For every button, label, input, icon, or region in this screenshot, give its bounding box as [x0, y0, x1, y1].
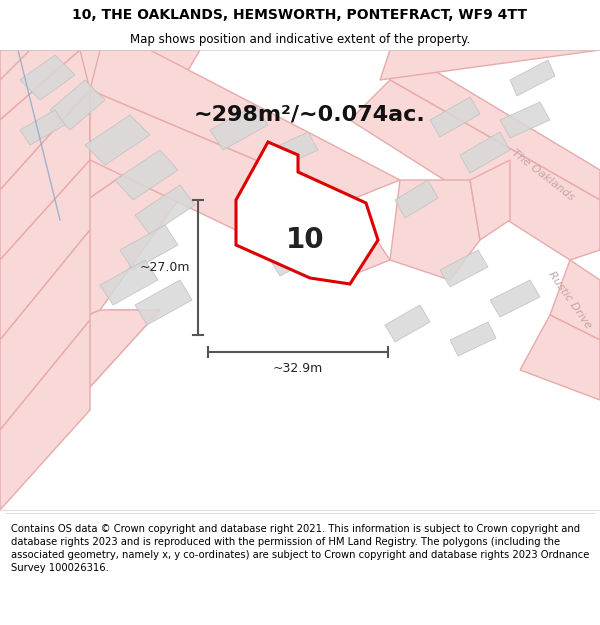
Polygon shape [50, 80, 105, 130]
Polygon shape [135, 280, 192, 325]
Polygon shape [0, 50, 200, 260]
Text: 10: 10 [286, 226, 325, 254]
Polygon shape [0, 230, 90, 430]
Polygon shape [490, 280, 540, 317]
Text: Contains OS data © Crown copyright and database right 2021. This information is : Contains OS data © Crown copyright and d… [11, 524, 589, 573]
Polygon shape [0, 320, 90, 510]
Polygon shape [85, 115, 150, 165]
Polygon shape [0, 90, 90, 260]
Polygon shape [250, 200, 298, 238]
Polygon shape [500, 102, 550, 138]
Polygon shape [0, 50, 30, 80]
Text: ~298m²/~0.074ac.: ~298m²/~0.074ac. [194, 105, 426, 125]
Polygon shape [550, 260, 600, 340]
Polygon shape [90, 50, 400, 200]
Polygon shape [460, 132, 510, 173]
Polygon shape [395, 180, 438, 218]
Polygon shape [380, 50, 600, 80]
Polygon shape [20, 55, 75, 100]
Polygon shape [0, 310, 160, 490]
Polygon shape [470, 160, 510, 240]
Polygon shape [90, 90, 390, 280]
Polygon shape [0, 310, 160, 420]
Polygon shape [270, 242, 315, 276]
Polygon shape [390, 50, 600, 200]
Polygon shape [0, 50, 80, 120]
Polygon shape [0, 50, 130, 170]
Polygon shape [450, 322, 496, 356]
Polygon shape [350, 80, 600, 260]
Polygon shape [385, 305, 430, 342]
Polygon shape [210, 105, 268, 150]
Polygon shape [430, 97, 480, 137]
Polygon shape [100, 260, 158, 305]
Polygon shape [115, 150, 178, 200]
Text: Rustic Drive: Rustic Drive [547, 269, 593, 331]
Polygon shape [20, 110, 65, 145]
Polygon shape [265, 132, 318, 170]
Polygon shape [0, 160, 90, 340]
Text: 10, THE OAKLANDS, HEMSWORTH, PONTEFRACT, WF9 4TT: 10, THE OAKLANDS, HEMSWORTH, PONTEFRACT,… [73, 8, 527, 22]
Polygon shape [510, 60, 555, 96]
Polygon shape [236, 142, 378, 284]
Polygon shape [120, 225, 178, 270]
Polygon shape [390, 180, 480, 280]
Text: ~32.9m: ~32.9m [273, 362, 323, 375]
Polygon shape [520, 315, 600, 400]
Text: The Oaklands: The Oaklands [510, 148, 576, 202]
Polygon shape [135, 185, 195, 235]
Text: Map shows position and indicative extent of the property.: Map shows position and indicative extent… [130, 32, 470, 46]
Polygon shape [440, 250, 488, 287]
Polygon shape [0, 170, 200, 350]
Text: ~27.0m: ~27.0m [139, 261, 190, 274]
Polygon shape [0, 50, 90, 190]
